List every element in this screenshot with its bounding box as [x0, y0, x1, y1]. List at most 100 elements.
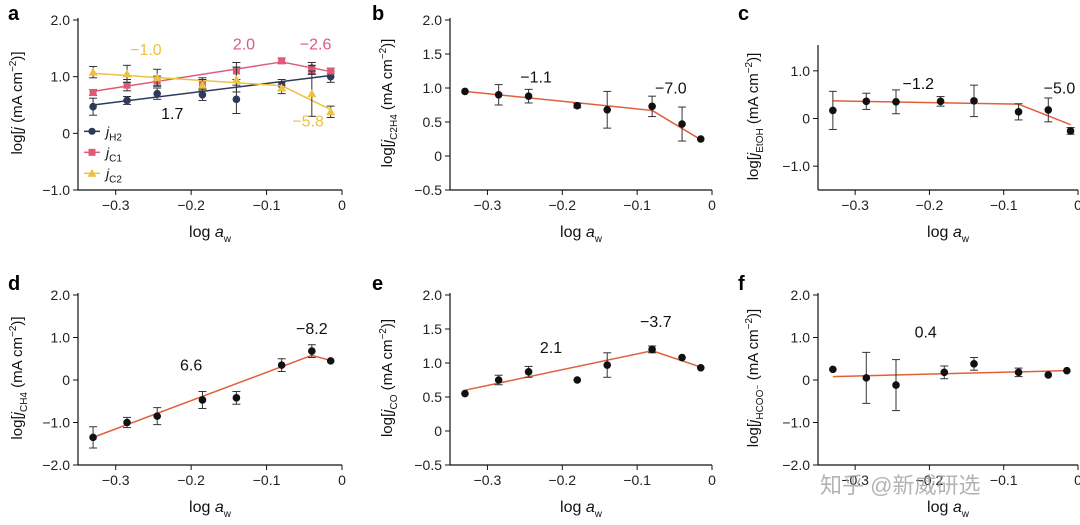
- slope-annotation: −5.8: [292, 114, 324, 131]
- slope-annotation: 2.1: [540, 340, 562, 357]
- y-tick-label: 2.0: [51, 12, 71, 28]
- data-point: [327, 67, 335, 75]
- panel-c: c −0.3 −0.2 −0.1 0 −1.0 0 1.0 log aw log[jEtOH (m…: [738, 3, 1080, 245]
- y-tick-label: 1.0: [791, 63, 811, 79]
- data-point: [326, 357, 335, 365]
- data-point: [326, 107, 336, 116]
- data-point: [573, 376, 582, 384]
- y-tick-label: 0: [434, 148, 442, 164]
- y-tick-label: −0.5: [414, 182, 442, 198]
- data-point: [678, 353, 686, 362]
- x-tick-label: −0.3: [841, 472, 869, 488]
- legend-label: jH2: [104, 123, 122, 143]
- y-tick-label: 2.0: [423, 12, 443, 28]
- data-point: [461, 87, 469, 96]
- data-point: [648, 102, 656, 111]
- series-j_C2: [88, 64, 336, 118]
- data-point: [89, 89, 97, 97]
- y-axis-label-c: log[jEtOH (mA cm−2)]: [744, 53, 766, 181]
- y-tick-label: −2.0: [782, 457, 810, 473]
- y-axis-label-b: log[jC2H4 (mA cm−2)]: [378, 39, 400, 168]
- data-point: [936, 97, 945, 106]
- x-tick-label: −0.1: [253, 197, 281, 213]
- slope-annotation: −8.2: [296, 321, 328, 338]
- slope-annotation: 6.6: [180, 358, 202, 375]
- y-tick-label: 0: [62, 125, 70, 141]
- data-point: [89, 433, 97, 442]
- data-point: [88, 67, 98, 76]
- x-axis-label-f: log aw: [927, 499, 970, 520]
- x-tick-label: −0.2: [916, 472, 944, 488]
- x-tick-label: −0.1: [990, 472, 1018, 488]
- fit-line: [832, 100, 1019, 105]
- data-point: [862, 374, 871, 382]
- fit-line: [281, 61, 331, 73]
- slope-annotation: 1.7: [161, 106, 183, 123]
- data-point: [123, 96, 131, 105]
- x-tick-label: −0.3: [474, 197, 502, 213]
- data-point: [940, 368, 949, 377]
- x-tick-label: 0: [1074, 472, 1080, 488]
- x-tick-label: −0.3: [841, 197, 869, 213]
- data-point: [153, 412, 161, 420]
- x-axis-label-c: log aw: [927, 224, 970, 245]
- y-tick-label: 0: [62, 372, 70, 388]
- y-tick-label: 1.0: [51, 330, 71, 346]
- fit-line: [651, 350, 702, 368]
- y-tick-label: 1.0: [423, 80, 443, 96]
- fit-line: [92, 61, 282, 93]
- data-point: [494, 376, 503, 384]
- y-tick-label: 0.5: [423, 389, 443, 405]
- data-point: [307, 89, 317, 98]
- x-tick-label: −0.2: [548, 197, 576, 213]
- data-point: [308, 66, 316, 74]
- y-tick-label: 1.5: [423, 321, 443, 337]
- data-point: [326, 72, 335, 81]
- panels: a −0.3 −0.2 −0.1 0 −1.0 0 1.0 2.0 log aw log[j (mA…: [8, 3, 1080, 520]
- panel-f: f −0.3 −0.2 −0.1 0 −2.0 −1.0 0 1.0 2.0 log aw log[j…: [738, 273, 1080, 520]
- data-point: [1014, 368, 1023, 377]
- data-point: [573, 101, 582, 110]
- legend-marker: [88, 127, 96, 135]
- data-point: [152, 73, 162, 82]
- data-point: [1014, 108, 1023, 116]
- y-tick-label: 0: [802, 372, 810, 388]
- data-point: [198, 91, 207, 99]
- y-axis-label-d: log[jCH4 (mA cm−2)]: [8, 316, 30, 439]
- slope-annotation: −1.1: [520, 70, 552, 87]
- data-point: [278, 57, 286, 65]
- series-j_C2H4: [461, 84, 705, 143]
- slope-annotation: −5.0: [1044, 81, 1076, 98]
- y-axis-label-a: log[j (mA cm−2)]: [8, 51, 26, 154]
- panel-label-a: a: [8, 3, 20, 25]
- data-point: [524, 368, 533, 376]
- x-tick-label: −0.3: [102, 197, 130, 213]
- slope-annotation: −1.2: [902, 76, 934, 93]
- x-tick-label: −0.2: [916, 197, 944, 213]
- y-tick-label: −2.0: [42, 457, 70, 473]
- x-tick-label: −0.3: [102, 472, 130, 488]
- panel-a: a −0.3 −0.2 −0.1 0 −1.0 0 1.0 2.0 log aw log[j (mA…: [8, 3, 346, 245]
- x-axis-label-e: log aw: [560, 499, 603, 520]
- slope-annotation: 2.0: [233, 36, 255, 53]
- data-point: [153, 89, 161, 98]
- panel-e: e −0.3 −0.2 −0.1 0 −0.5 0 0.5 1.0 1.5 2.0 log aw log…: [372, 273, 716, 520]
- y-tick-label: −0.5: [414, 457, 442, 473]
- data-point: [308, 347, 316, 355]
- data-point: [1044, 371, 1053, 379]
- fit-line: [93, 72, 282, 87]
- x-tick-label: −0.1: [623, 472, 651, 488]
- x-tick-label: −0.2: [177, 197, 205, 213]
- y-tick-label: 0: [802, 111, 810, 127]
- data-point: [277, 83, 287, 92]
- data-point: [123, 81, 131, 89]
- y-tick-label: 1.0: [423, 355, 443, 371]
- data-point: [829, 365, 837, 374]
- panel-label-f: f: [738, 273, 745, 295]
- x-tick-label: 0: [1074, 197, 1080, 213]
- legend-label: jC1: [104, 144, 122, 164]
- x-tick-label: −0.3: [474, 472, 502, 488]
- fit-line: [651, 109, 702, 141]
- y-tick-label: 0.5: [423, 114, 443, 130]
